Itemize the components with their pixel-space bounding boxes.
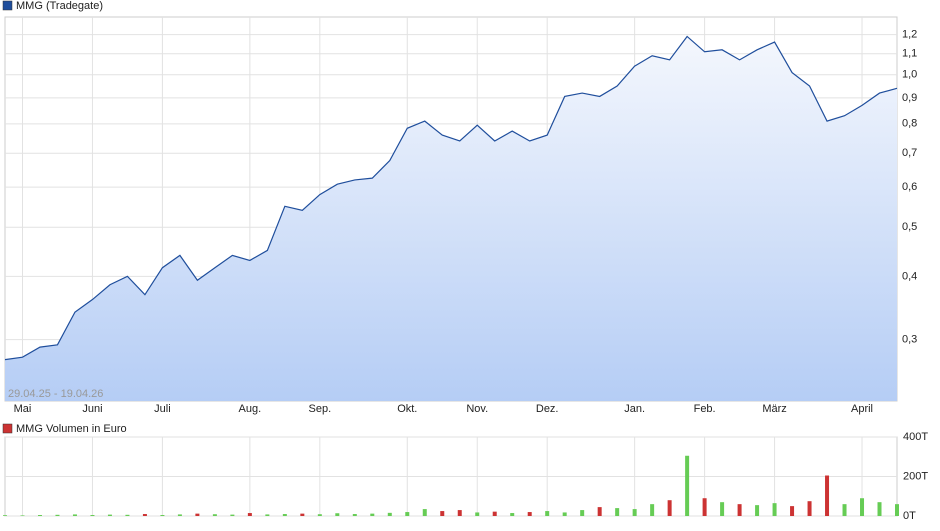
volume-bar xyxy=(265,514,270,516)
volume-bar xyxy=(230,514,235,516)
x-tick-label: Feb. xyxy=(694,403,716,415)
x-tick-label: Juni xyxy=(82,403,102,415)
volume-bar xyxy=(755,505,760,516)
volume-bar xyxy=(317,514,322,516)
volume-bar xyxy=(212,514,217,516)
volume-bar xyxy=(667,500,672,516)
volume-bar xyxy=(877,502,882,516)
volume-bar xyxy=(860,498,865,516)
y-tick-label: 0,9 xyxy=(902,92,917,104)
y-tick-label: 1,0 xyxy=(902,69,917,81)
volume-bar xyxy=(615,508,620,516)
x-tick-label: April xyxy=(851,403,873,415)
volume-bar xyxy=(440,511,445,516)
volume-bar xyxy=(335,513,340,516)
x-tick-label: Mai xyxy=(14,403,32,415)
y-tick-label: 1,1 xyxy=(902,48,917,60)
volume-bar xyxy=(597,507,602,516)
volume-bar xyxy=(282,514,287,516)
x-tick-label: Okt. xyxy=(397,403,417,415)
y-tick-label: 0,3 xyxy=(902,334,917,346)
volume-bar xyxy=(457,510,462,516)
x-tick-label: März xyxy=(762,403,786,415)
legend-swatch xyxy=(2,423,13,434)
volume-bar xyxy=(20,515,25,516)
volume-bar xyxy=(685,455,690,516)
volume-bar xyxy=(510,513,515,516)
y-tick-label: 0,5 xyxy=(902,221,917,233)
price-area xyxy=(5,36,897,402)
x-tick-label: Jan. xyxy=(624,403,645,415)
volume-bar xyxy=(370,513,375,516)
volume-bar xyxy=(177,514,182,516)
x-tick-label: Sep. xyxy=(309,403,332,415)
volume-bar xyxy=(3,515,7,516)
x-tick-label: Nov. xyxy=(466,403,488,415)
x-tick-label: Juli xyxy=(154,403,171,415)
volume-bar xyxy=(737,504,742,516)
x-tick-label: Aug. xyxy=(239,403,262,415)
y-tick-label: 1,2 xyxy=(902,29,917,41)
volume-bar xyxy=(580,510,585,516)
volume-bar xyxy=(790,506,795,516)
volume-bar xyxy=(807,501,812,516)
volume-bar xyxy=(352,514,357,516)
volume-bar xyxy=(475,512,480,516)
volume-bar xyxy=(107,514,112,516)
volume-bar xyxy=(650,504,655,516)
y-tick-label: 0,4 xyxy=(902,270,917,282)
y-tick-label: 0T xyxy=(903,510,916,522)
volume-bar xyxy=(160,515,165,516)
volume-bar xyxy=(247,513,252,516)
volume-title: MMG Volumen in Euro xyxy=(16,423,127,435)
volume-bar xyxy=(387,512,392,516)
volume-bar xyxy=(422,509,427,516)
y-tick-label: 400T xyxy=(903,431,928,443)
y-tick-label: 0,7 xyxy=(902,147,917,159)
volume-bar xyxy=(825,475,830,516)
volume-bar xyxy=(195,513,200,516)
volume-bar xyxy=(562,512,567,516)
chart-title: MMG (Tradegate) xyxy=(16,0,103,12)
volume-bar xyxy=(142,514,147,516)
volume-bar xyxy=(632,509,637,516)
price-line xyxy=(4,35,898,361)
volume-bar xyxy=(545,511,550,516)
volume-bar xyxy=(125,514,130,516)
y-tick-label: 0,6 xyxy=(902,181,917,193)
volume-bar xyxy=(842,504,847,516)
y-tick-label: 200T xyxy=(903,470,928,482)
volume-bar xyxy=(527,512,532,516)
volume-bar xyxy=(720,502,725,516)
volume-bar xyxy=(405,512,410,516)
volume-bar xyxy=(895,504,899,516)
volume-bar xyxy=(72,514,77,516)
volume-bar xyxy=(300,513,305,516)
volume-bar xyxy=(772,503,777,516)
volume-bar xyxy=(702,498,707,516)
legend-swatch xyxy=(2,0,13,11)
volume-bar xyxy=(55,514,60,516)
date-range: 29.04.25 - 19.04.26 xyxy=(8,388,103,400)
volume-bar xyxy=(90,515,95,516)
volume-bar xyxy=(492,511,497,516)
y-tick-label: 0,8 xyxy=(902,118,917,130)
x-tick-label: Dez. xyxy=(536,403,559,415)
volume-bar xyxy=(37,515,42,516)
